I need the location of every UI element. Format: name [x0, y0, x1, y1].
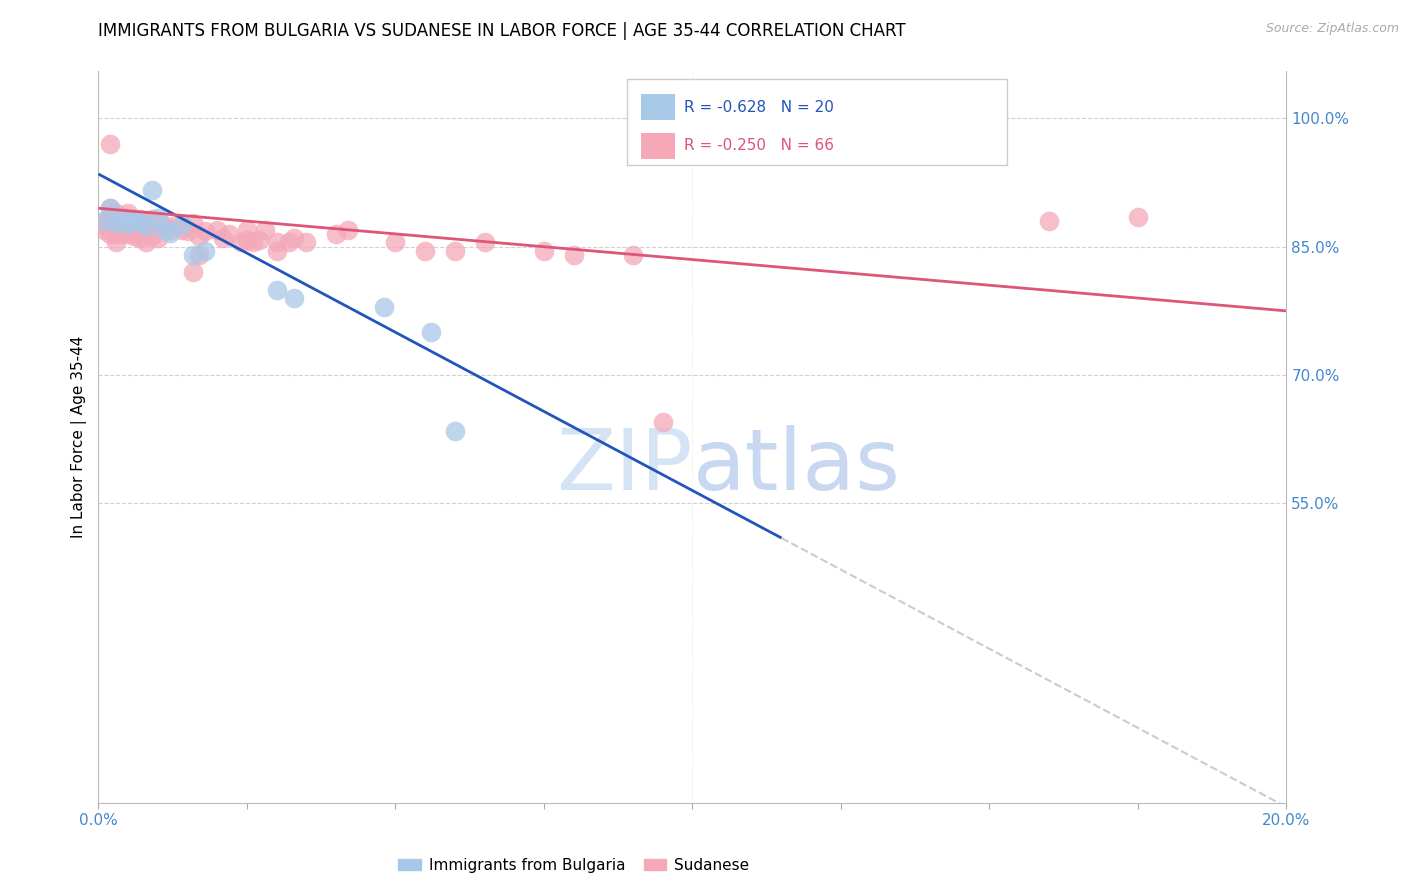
Point — [533, 244, 555, 258]
Point — [122, 214, 145, 228]
Legend: Immigrants from Bulgaria, Sudanese: Immigrants from Bulgaria, Sudanese — [392, 852, 755, 880]
Point — [194, 224, 217, 238]
Point — [247, 233, 270, 247]
Point — [117, 218, 139, 232]
Point — [105, 227, 128, 241]
Point — [266, 283, 288, 297]
Point — [266, 244, 288, 258]
Point — [98, 201, 121, 215]
Point — [93, 214, 115, 228]
Point — [420, 326, 443, 340]
Point — [188, 229, 211, 244]
Point — [111, 210, 134, 224]
Point — [283, 231, 305, 245]
Point — [212, 231, 235, 245]
Point — [146, 211, 169, 225]
Text: ZIP: ZIP — [555, 425, 693, 508]
Point — [141, 183, 163, 197]
Point — [336, 222, 359, 236]
Point — [135, 219, 157, 234]
Text: atlas: atlas — [693, 425, 900, 508]
Point — [183, 248, 205, 262]
Point — [651, 415, 673, 429]
Point — [111, 212, 134, 227]
Point — [443, 424, 465, 438]
Text: IMMIGRANTS FROM BULGARIA VS SUDANESE IN LABOR FORCE | AGE 35-44 CORRELATION CHAR: IMMIGRANTS FROM BULGARIA VS SUDANESE IN … — [98, 22, 905, 40]
Point — [373, 300, 395, 314]
Point — [229, 235, 252, 250]
Point — [183, 265, 205, 279]
Point — [218, 227, 240, 241]
Point — [159, 226, 181, 240]
Point — [1038, 214, 1060, 228]
Point — [325, 227, 347, 241]
Point — [129, 212, 152, 227]
Point — [98, 219, 121, 233]
Point — [105, 219, 128, 233]
Point — [146, 216, 169, 230]
Point — [141, 229, 163, 244]
Point — [443, 244, 465, 258]
Point — [122, 219, 145, 233]
Point — [93, 214, 115, 228]
Point — [105, 205, 128, 219]
Point — [165, 219, 187, 233]
Point — [98, 201, 121, 215]
Point — [207, 222, 229, 236]
Text: R = -0.250   N = 66: R = -0.250 N = 66 — [685, 138, 834, 153]
Point — [159, 222, 181, 236]
Point — [295, 235, 318, 250]
Point — [122, 229, 145, 244]
Point — [194, 244, 217, 258]
Point — [98, 227, 121, 241]
Bar — [641, 133, 675, 159]
Point — [170, 219, 193, 233]
Point — [111, 219, 134, 233]
Point — [188, 248, 211, 262]
Point — [135, 222, 157, 236]
Point — [93, 219, 115, 233]
Point — [176, 224, 198, 238]
Point — [117, 205, 139, 219]
Point — [384, 235, 406, 250]
FancyBboxPatch shape — [627, 78, 1007, 165]
Point — [129, 215, 152, 229]
Point — [413, 244, 436, 258]
Point — [98, 137, 121, 152]
Bar — [641, 95, 675, 120]
Point — [621, 248, 644, 262]
Point — [105, 235, 128, 250]
Point — [152, 221, 174, 235]
Point — [117, 227, 139, 241]
Point — [474, 235, 496, 250]
Point — [283, 291, 305, 305]
Point — [277, 235, 299, 250]
Point — [135, 235, 157, 250]
Point — [105, 216, 128, 230]
Point — [152, 219, 174, 233]
Point — [183, 216, 205, 230]
Point — [135, 216, 157, 230]
Point — [129, 216, 152, 230]
Point — [562, 248, 585, 262]
Y-axis label: In Labor Force | Age 35-44: In Labor Force | Age 35-44 — [72, 336, 87, 538]
Point — [129, 231, 152, 245]
Point — [236, 233, 259, 247]
Point — [236, 222, 259, 236]
Point — [253, 222, 276, 236]
Text: R = -0.628   N = 20: R = -0.628 N = 20 — [685, 100, 834, 115]
Point — [111, 227, 134, 241]
Point — [93, 222, 115, 236]
Point — [122, 213, 145, 227]
Point — [117, 216, 139, 230]
Point — [266, 235, 288, 250]
Point — [242, 235, 264, 250]
Point — [1126, 210, 1149, 224]
Point — [141, 212, 163, 227]
Point — [170, 222, 193, 236]
Point — [146, 231, 169, 245]
Text: Source: ZipAtlas.com: Source: ZipAtlas.com — [1265, 22, 1399, 36]
